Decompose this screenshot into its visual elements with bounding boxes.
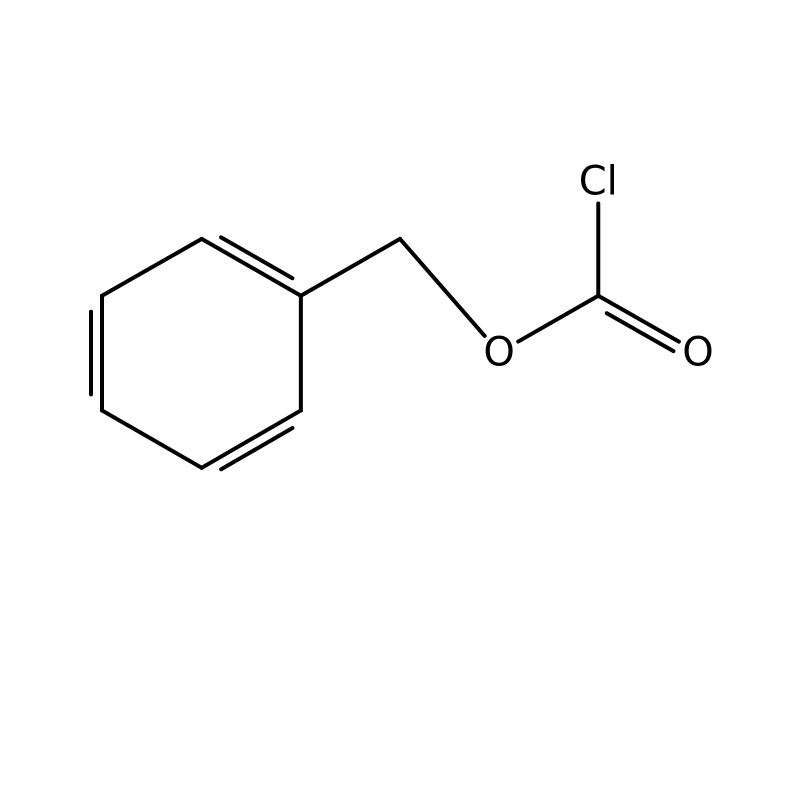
atom-label-cl: Cl: [579, 159, 618, 205]
bond-line: [102, 410, 202, 467]
bonds-group: [91, 204, 679, 470]
bond-line: [400, 239, 485, 336]
bond-line: [202, 410, 301, 467]
bond-line: [102, 239, 202, 296]
molecule-canvas: O Cl O: [0, 0, 800, 800]
atom-label-o: O: [483, 330, 514, 376]
bond-line: [598, 296, 679, 342]
bond-line: [301, 239, 400, 296]
atom-label-o: O: [682, 330, 713, 376]
bond-line: [518, 296, 598, 342]
bond-line: [202, 239, 301, 296]
